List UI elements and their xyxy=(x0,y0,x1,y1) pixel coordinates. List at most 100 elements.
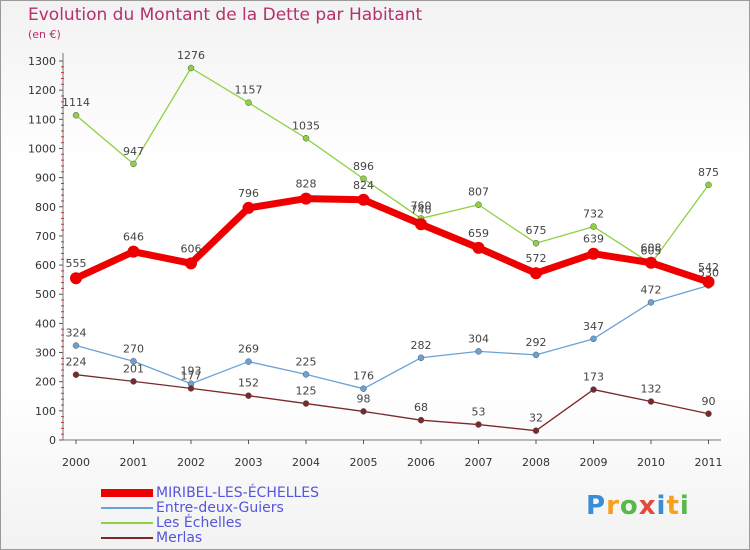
data-label-les-e-chelles: 807 xyxy=(468,186,489,199)
data-label-les-e-chelles: 732 xyxy=(583,208,604,221)
data-label-miribel-les-e-chelles: 608 xyxy=(641,242,662,255)
data-point-merlas xyxy=(360,408,367,415)
logo-letter: x xyxy=(638,491,657,521)
data-point-entre-deux-guiers xyxy=(475,348,482,355)
data-label-miribel-les-e-chelles: 555 xyxy=(66,257,87,270)
data-label-miribel-les-e-chelles: 740 xyxy=(411,203,432,216)
data-point-miribel-les-e-chelles xyxy=(415,218,427,231)
y-tick-label: 1300 xyxy=(28,55,56,68)
data-point-miribel-les-e-chelles xyxy=(70,272,82,285)
x-tick-label: 2009 xyxy=(580,456,608,469)
data-label-miribel-les-e-chelles: 646 xyxy=(123,231,144,244)
legend-swatch xyxy=(101,507,153,509)
data-point-merlas xyxy=(705,410,712,418)
data-label-miribel-les-e-chelles: 542 xyxy=(698,261,719,274)
logo-letter: P xyxy=(586,491,607,521)
data-point-merlas xyxy=(302,400,310,407)
data-label-les-e-chelles: 947 xyxy=(123,145,144,158)
data-point-entre-deux-guiers xyxy=(417,354,425,362)
legend-label: MIRIBEL-LES-ÉCHELLES xyxy=(156,485,320,501)
legend-label: Merlas xyxy=(156,530,203,546)
data-label-merlas: 201 xyxy=(123,362,144,375)
data-label-miribel-les-e-chelles: 824 xyxy=(353,179,374,192)
legend-label: Les Échelles xyxy=(156,515,242,531)
data-label-miribel-les-e-chelles: 606 xyxy=(181,242,202,255)
y-tick-label: 900 xyxy=(35,172,56,185)
data-label-les-e-chelles: 675 xyxy=(526,224,547,237)
data-point-merlas xyxy=(590,386,597,393)
data-point-miribel-les-e-chelles xyxy=(530,267,542,280)
data-label-merlas: 53 xyxy=(472,406,486,419)
data-label-entre-deux-guiers: 304 xyxy=(468,332,489,345)
data-label-les-e-chelles: 1157 xyxy=(235,84,263,97)
data-point-merlas xyxy=(72,371,80,378)
y-tick-label: 700 xyxy=(35,230,56,243)
data-point-merlas xyxy=(245,392,252,399)
series-line-merlas xyxy=(75,374,709,432)
data-label-entre-deux-guiers: 324 xyxy=(66,327,87,340)
data-label-miribel-les-e-chelles: 796 xyxy=(238,187,259,200)
data-point-les-e-chelles xyxy=(475,201,482,208)
y-tick-label: 600 xyxy=(35,259,56,272)
data-point-miribel-les-e-chelles xyxy=(645,256,657,269)
data-label-entre-deux-guiers: 270 xyxy=(123,342,144,355)
data-point-miribel-les-e-chelles xyxy=(702,275,715,288)
proxiti-logo: Proxiti xyxy=(586,491,690,521)
x-tick-label: 2006 xyxy=(407,456,435,469)
legend-swatch xyxy=(101,522,153,524)
data-label-les-e-chelles: 896 xyxy=(353,160,374,173)
x-tick-label: 2001 xyxy=(120,456,148,469)
data-label-entre-deux-guiers: 530 xyxy=(698,266,719,279)
data-label-entre-deux-guiers: 225 xyxy=(296,355,317,368)
data-label-merlas: 173 xyxy=(583,371,604,384)
data-label-les-e-chelles: 760 xyxy=(411,199,432,212)
data-label-entre-deux-guiers: 472 xyxy=(641,283,662,296)
data-label-merlas: 125 xyxy=(296,385,317,398)
x-tick-label: 2010 xyxy=(637,456,665,469)
x-tick-label: 2008 xyxy=(522,456,550,469)
data-point-merlas xyxy=(130,378,137,385)
data-label-merlas: 68 xyxy=(414,401,428,414)
x-tick-label: 2005 xyxy=(350,456,378,469)
data-point-merlas xyxy=(475,421,482,428)
y-tick-label: 200 xyxy=(35,376,56,389)
data-point-entre-deux-guiers xyxy=(590,335,597,343)
data-label-entre-deux-guiers: 269 xyxy=(238,343,259,356)
data-label-miribel-les-e-chelles: 659 xyxy=(468,227,489,240)
data-label-entre-deux-guiers: 292 xyxy=(526,336,547,349)
legend-swatch xyxy=(101,489,153,497)
x-tick-label: 2004 xyxy=(292,456,320,469)
data-point-les-e-chelles xyxy=(590,223,597,230)
data-point-merlas xyxy=(187,385,195,392)
y-tick-label: 1100 xyxy=(28,113,56,126)
x-tick-label: 2000 xyxy=(62,456,90,469)
data-label-merlas: 152 xyxy=(238,377,259,390)
data-label-merlas: 132 xyxy=(641,383,662,396)
x-tick-label: 2002 xyxy=(177,456,205,469)
chart-title: Evolution du Montant de la Dette par Hab… xyxy=(28,5,423,25)
series-line-les-e-chelles xyxy=(75,67,710,265)
y-tick-label: 0 xyxy=(49,434,56,447)
data-point-entre-deux-guiers xyxy=(647,299,655,306)
logo-letter: i xyxy=(679,491,690,521)
y-tick-label: 800 xyxy=(35,201,56,214)
y-tick-label: 1000 xyxy=(28,142,56,155)
y-tick-label: 1200 xyxy=(28,84,56,97)
data-point-entre-deux-guiers xyxy=(360,385,367,392)
logo-letter: r xyxy=(606,491,620,521)
data-point-merlas xyxy=(417,416,425,424)
data-point-entre-deux-guiers xyxy=(245,358,252,365)
data-label-les-e-chelles: 605 xyxy=(641,245,662,258)
data-label-entre-deux-guiers: 282 xyxy=(411,339,432,352)
data-point-les-e-chelles xyxy=(532,239,540,247)
x-tick-label: 2007 xyxy=(465,456,493,469)
data-label-merlas: 224 xyxy=(66,356,87,369)
data-label-miribel-les-e-chelles: 639 xyxy=(583,233,604,246)
data-point-les-e-chelles xyxy=(705,181,712,189)
data-point-merlas xyxy=(532,427,540,434)
data-point-miribel-les-e-chelles xyxy=(242,201,255,214)
data-label-merlas: 90 xyxy=(702,395,716,408)
series-line-miribel-les-e-chelles xyxy=(74,195,710,286)
